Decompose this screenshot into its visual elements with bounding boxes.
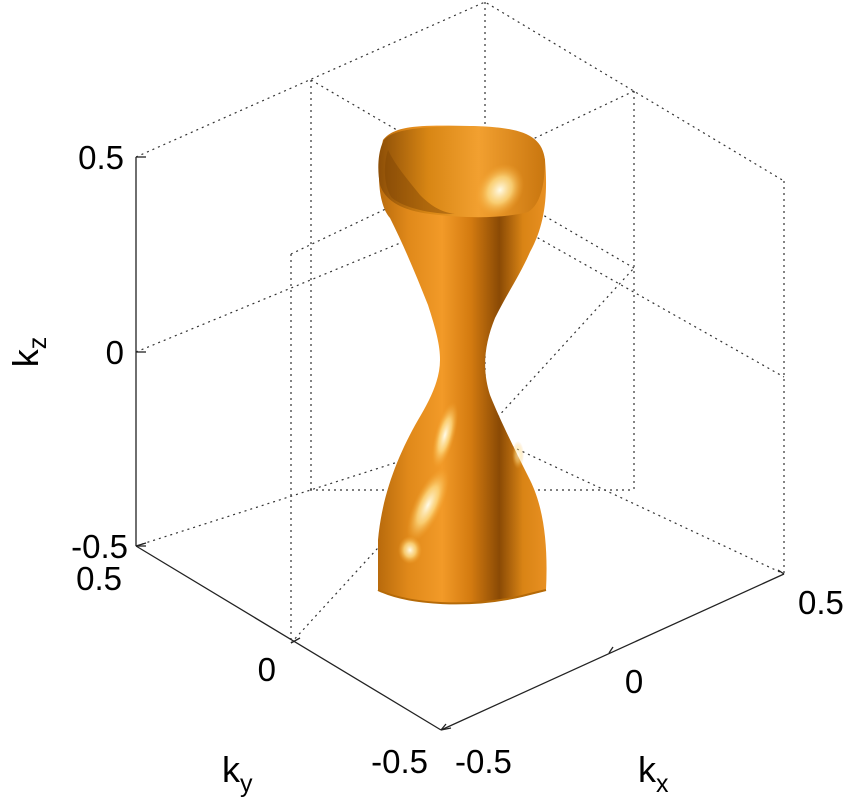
y-tick-label: 0 [258,651,276,688]
axes [135,156,785,731]
surface-body [378,125,547,604]
glare-right [512,441,524,469]
y-tick-labels: 0.5 0 -0.5 [76,560,428,780]
y-axis-label-sub: y [240,770,253,798]
x-axis-label-main: k [638,749,657,790]
glare-lower-3 [398,536,422,564]
y-tick-label: 0.5 [76,560,122,597]
z-tick-label: 0.5 [78,139,124,176]
surface-inner-shadow [384,150,455,214]
svg-text:kx: kx [638,749,669,798]
z-tick-label: 0 [106,334,124,371]
y-tick-label: -0.5 [371,743,428,780]
fermi-surface [377,125,547,605]
z-tick-label: -0.5 [71,528,128,565]
x-tick-labels: -0.5 0 0.5 [455,584,844,780]
glare-lower-1 [431,402,459,468]
z-axis-label-sub: z [24,337,52,350]
x-tick-label: 0.5 [798,584,844,621]
z-tick-labels: 0.5 0 -0.5 [71,139,128,565]
z-axis-label: kz [5,337,52,368]
y-axis-label-main: k [222,749,241,790]
svg-text:ky: ky [222,749,253,798]
svg-text:kz: kz [5,337,52,368]
glare-lower-2 [406,468,450,542]
glare-top [475,163,525,217]
z-axis-label-main: k [5,348,46,367]
x-tick-label: -0.5 [455,743,512,780]
y-axis-label: ky [222,749,253,798]
surface-bottom-edge [377,589,547,605]
x-axis-label-sub: x [656,770,669,798]
x-tick-label: 0 [625,663,643,700]
x-axis-label: kx [638,749,669,798]
